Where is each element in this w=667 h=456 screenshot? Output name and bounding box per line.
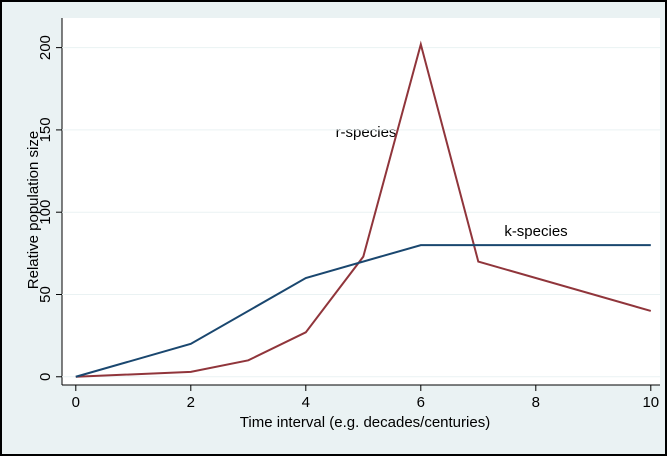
y-tick-label: 200 xyxy=(37,35,54,60)
series-annotation: r-species xyxy=(336,124,397,141)
x-tick-label: 6 xyxy=(417,394,425,411)
series-line xyxy=(75,244,651,378)
y-axis-label: Relative population size xyxy=(25,131,42,289)
x-tick-label: 8 xyxy=(532,394,540,411)
plot-area xyxy=(62,18,660,385)
x-tick-label: 4 xyxy=(302,394,310,411)
x-tick-label: 2 xyxy=(187,394,195,411)
x-tick-label: 10 xyxy=(642,394,659,411)
y-tick-label: 150 xyxy=(37,117,54,142)
series-line xyxy=(75,40,652,378)
y-tick-label: 50 xyxy=(37,286,54,303)
x-tick-label: 0 xyxy=(72,394,80,411)
y-tick-label: 0 xyxy=(37,373,54,381)
x-axis-label: Time interval (e.g. decades/centuries) xyxy=(240,414,490,431)
y-tick-label: 100 xyxy=(37,200,54,225)
series-annotation: k-species xyxy=(504,223,567,240)
